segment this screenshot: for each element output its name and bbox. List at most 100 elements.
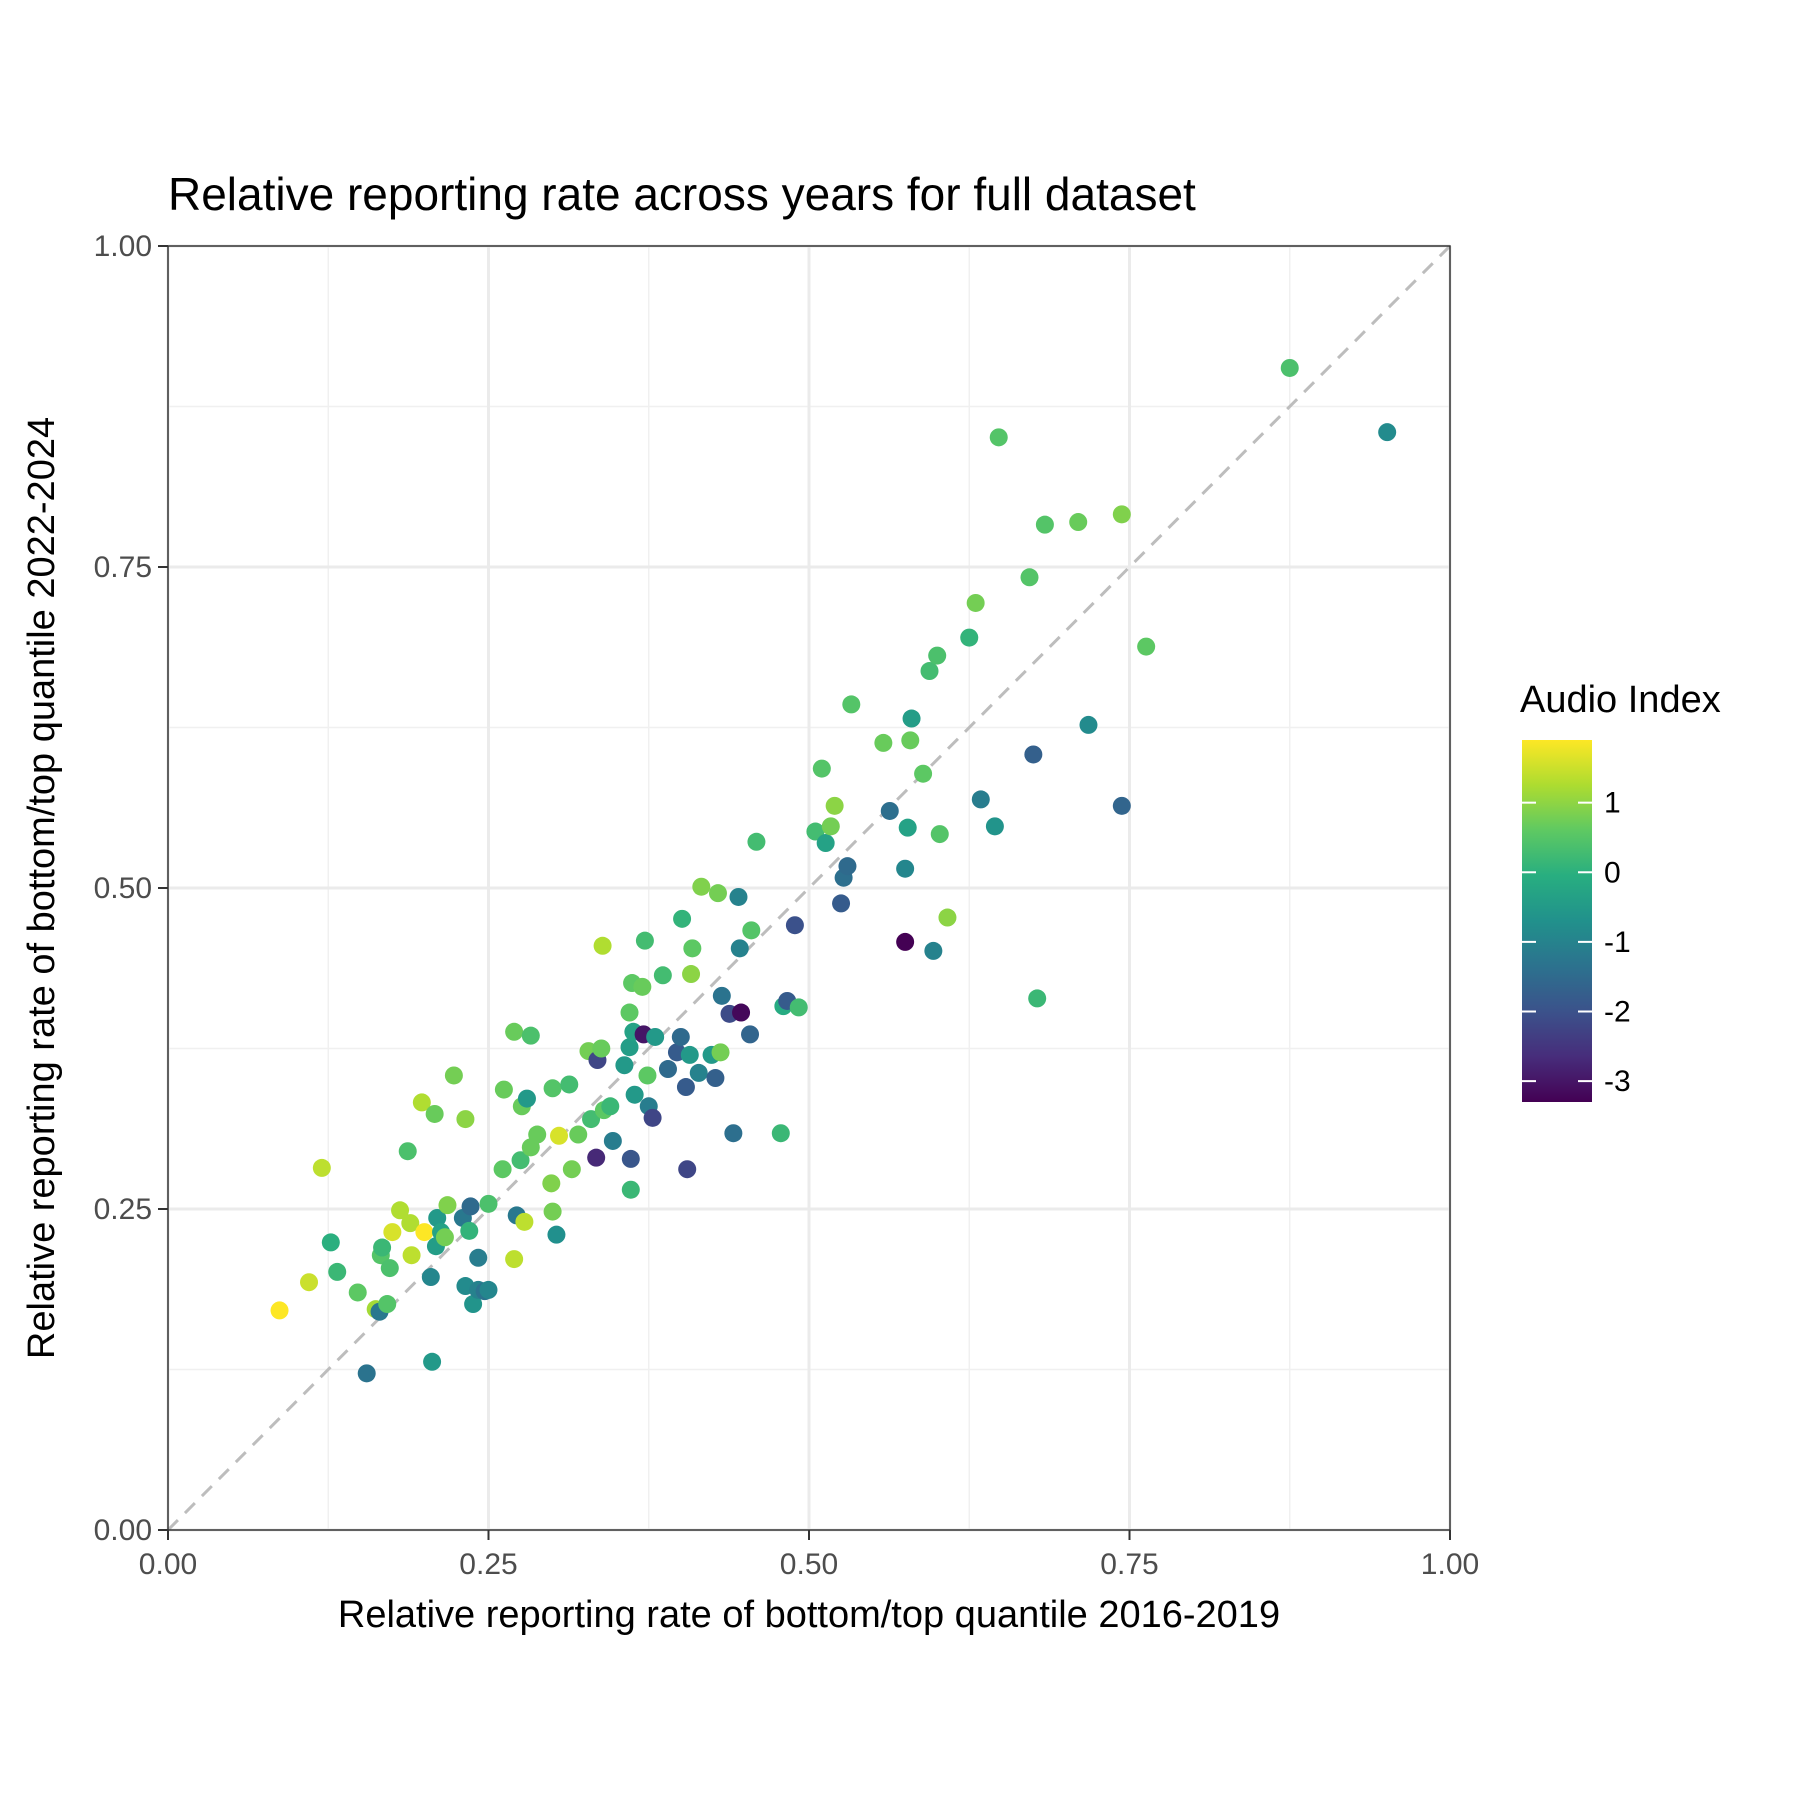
data-point [711, 1043, 730, 1062]
x-tick-label: 1.00 [1421, 1548, 1479, 1581]
data-point [592, 1039, 611, 1058]
data-point [825, 796, 844, 815]
data-point [517, 1089, 536, 1108]
data-point [901, 731, 920, 750]
data-point [515, 1212, 534, 1231]
data-point [673, 909, 692, 928]
data-point [741, 1025, 760, 1044]
data-point [1280, 358, 1299, 377]
data-point [620, 1038, 639, 1057]
data-point [1112, 796, 1131, 815]
data-point [914, 764, 933, 783]
data-point [838, 857, 857, 876]
data-point [328, 1262, 347, 1281]
data-point [383, 1223, 402, 1242]
legend-colorbar [1522, 740, 1592, 1102]
data-point [653, 966, 672, 985]
data-point [902, 709, 921, 728]
data-point [460, 1221, 479, 1240]
data-point [643, 1108, 662, 1127]
data-point [505, 1022, 524, 1041]
data-point [1069, 513, 1088, 532]
data-point [601, 1097, 620, 1116]
data-point [658, 1060, 677, 1079]
data-point [960, 628, 979, 647]
data-point [708, 884, 727, 903]
data-point [633, 977, 652, 996]
data-point [625, 1085, 644, 1104]
data-point [270, 1301, 289, 1320]
data-point [412, 1093, 431, 1112]
y-tick-label: 0.00 [94, 1514, 152, 1547]
data-point [924, 941, 943, 960]
data-point [678, 1160, 697, 1179]
data-point [806, 822, 825, 841]
reference-line-y-equals-x [166, 244, 1452, 1532]
data-point [569, 1125, 588, 1144]
data-point [832, 894, 851, 913]
data-point [603, 1131, 622, 1150]
data-point [938, 908, 957, 927]
data-point [378, 1295, 397, 1314]
data-point [464, 1295, 483, 1314]
legend: Audio Index 1 0 -1 -2 -3 [1520, 679, 1721, 1102]
data-point [646, 1027, 665, 1046]
data-point [621, 1180, 640, 1199]
data-point [479, 1194, 498, 1213]
data-point [438, 1196, 457, 1215]
legend-tick-label: -1 [1604, 926, 1631, 959]
data-point [816, 834, 835, 853]
data-point [874, 733, 893, 752]
legend-tick-label: -3 [1604, 1065, 1631, 1098]
data-point [692, 877, 711, 896]
data-point [896, 859, 915, 878]
data-point [493, 1160, 512, 1179]
data-point [683, 939, 702, 958]
data-point [425, 1104, 444, 1123]
data-point [732, 1003, 751, 1022]
legend-tick-label: 0 [1604, 856, 1621, 889]
data-point [562, 1160, 581, 1179]
data-point [423, 1352, 442, 1371]
data-point [896, 932, 915, 951]
data-point [724, 1124, 743, 1143]
data-point [593, 936, 612, 955]
data-point [1137, 637, 1156, 656]
data-point [712, 986, 731, 1005]
data-point [789, 998, 808, 1017]
axis-ticks: 0.00 0.25 0.50 0.75 1.00 0.00 0.25 0.50 0.75 1.00 [94, 230, 1480, 1581]
data-point [989, 428, 1008, 447]
data-point [402, 1246, 421, 1265]
data-point [682, 965, 701, 984]
data-point [560, 1075, 579, 1094]
data-point [380, 1259, 399, 1278]
data-point [542, 1174, 561, 1193]
data-point [1024, 745, 1043, 764]
data-point [348, 1283, 367, 1302]
data-point [582, 1110, 601, 1129]
y-tick-label: 0.50 [94, 872, 152, 905]
data-point [880, 801, 899, 820]
x-tick-label: 0.75 [1100, 1548, 1158, 1581]
x-tick-label: 0.50 [780, 1548, 838, 1581]
data-point [812, 759, 831, 778]
data-point [671, 1027, 690, 1046]
data-point [398, 1142, 417, 1161]
data-point [1378, 423, 1397, 442]
data-point [729, 887, 748, 906]
data-point [469, 1248, 488, 1267]
data-point [842, 695, 861, 714]
x-axis-label: Relative reporting rate of bottom/top qu… [338, 1594, 1280, 1636]
x-tick-label: 0.25 [459, 1548, 517, 1581]
data-point [1028, 989, 1047, 1008]
legend-tick-label: 1 [1604, 787, 1621, 820]
data-point [706, 1069, 725, 1088]
data-point [421, 1268, 440, 1287]
data-point [511, 1151, 530, 1170]
data-point [357, 1364, 376, 1383]
data-point [587, 1148, 606, 1167]
data-point [615, 1056, 634, 1075]
data-point [638, 1066, 657, 1085]
